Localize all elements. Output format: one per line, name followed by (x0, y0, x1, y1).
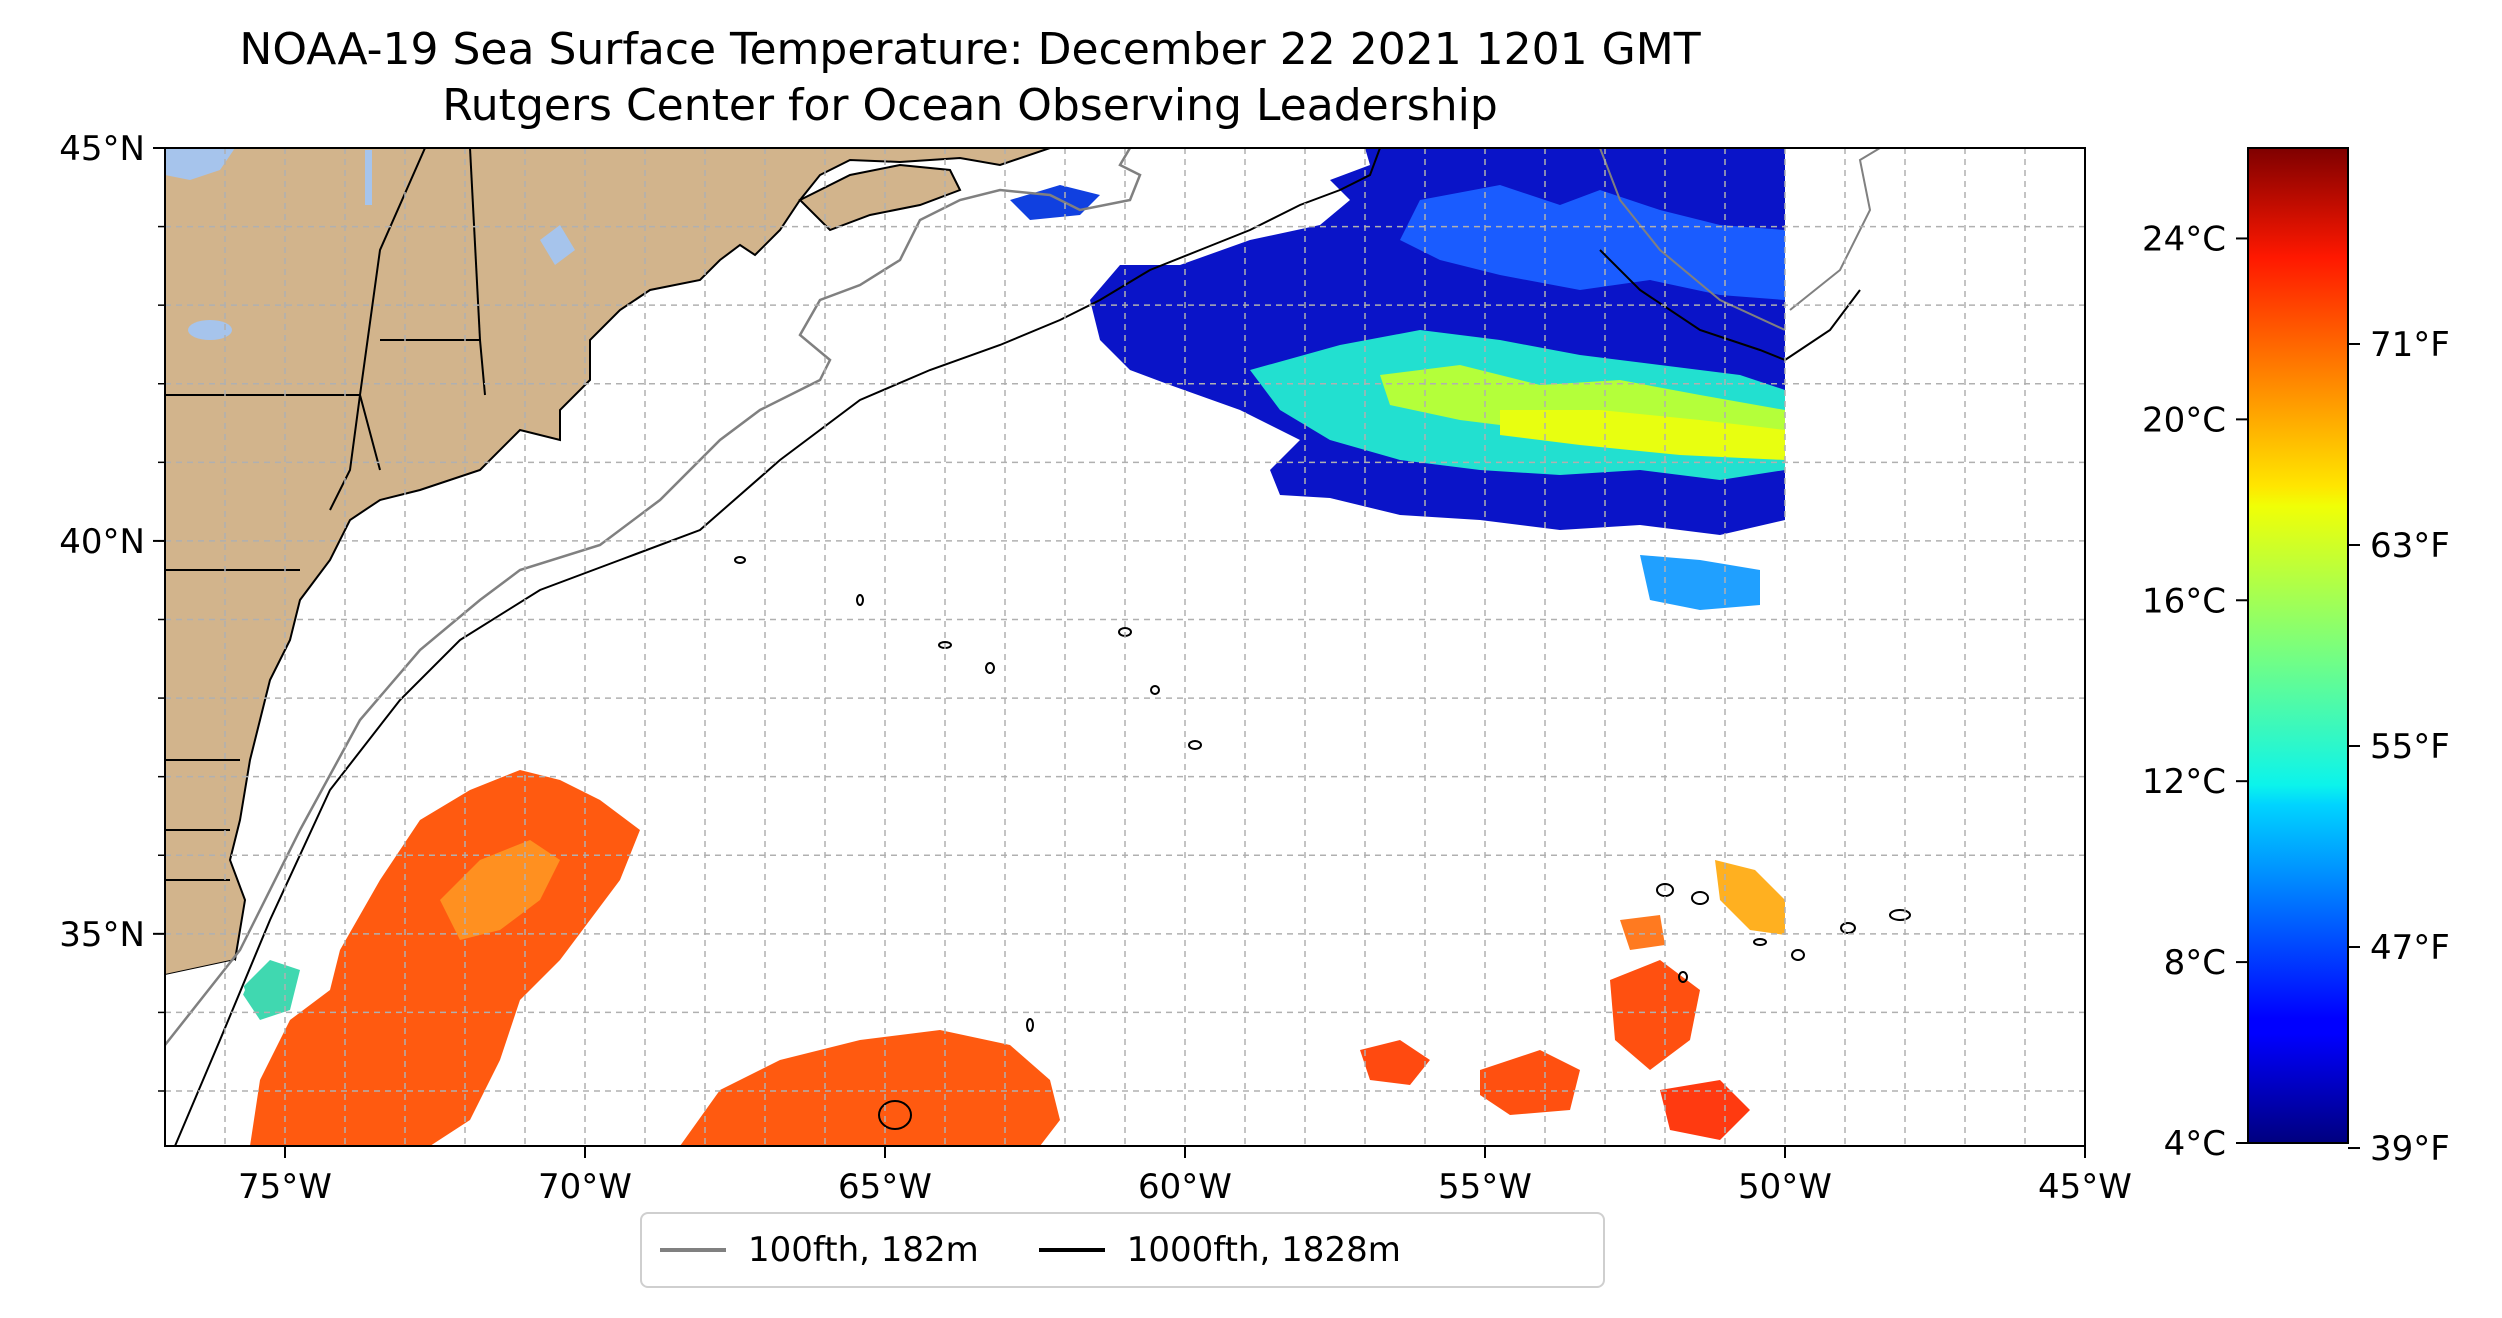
legend-label-100fth: 100fth, 182m (748, 1230, 979, 1270)
legend-swatch-gray (660, 1248, 726, 1252)
colorbar (2247, 147, 2349, 1144)
sst-patch-yellow (1500, 410, 1785, 460)
isobath-100fth-line (165, 148, 1142, 1046)
legend-item-100fth: 100fth, 182m (660, 1230, 979, 1270)
isobath-1000fth-line-3 (1784, 289, 1861, 361)
lon-tick-label: 50°W (1738, 1167, 1832, 1207)
cb-c-tick-label: 20°C (2142, 400, 2226, 440)
lakes (165, 148, 575, 340)
colorbar-fahrenheit-ticks: 71°F 63°F 55°F 47°F 39°F (2348, 325, 2450, 1169)
cb-c-tick-label: 16°C (2142, 581, 2226, 621)
cb-f-tick-label: 47°F (2370, 928, 2450, 968)
lon-tick-label: 55°W (1438, 1167, 1532, 1207)
title-line-2: Rutgers Center for Ocean Observing Leade… (442, 80, 1498, 131)
sst-patch-warm-5 (1715, 860, 1785, 935)
map-frame (164, 147, 2086, 1147)
isobath-100fth-line-3 (1789, 148, 1881, 311)
lat-tick-label: 40°N (59, 522, 145, 562)
lon-tick-label: 75°W (238, 1167, 332, 1207)
cb-f-tick-label: 39°F (2370, 1129, 2450, 1169)
sst-patch-blue (1400, 185, 1785, 300)
lat-tick-labels: 45°N 40°N 35°N (59, 129, 165, 1092)
figure-title: NOAA-19 Sea Surface Temperature: Decembe… (0, 22, 1940, 134)
lon-tick-labels: 75°W 70°W 65°W 60°W 55°W 50°W 45°W (238, 1146, 2132, 1207)
land-nova-scotia (798, 163, 962, 232)
lat-tick-label: 45°N (59, 129, 145, 169)
isobath-1000fth-line (174, 148, 1381, 1146)
isobath-1000fth-line-2 (1599, 249, 1786, 361)
sst-patch-warm-3 (1610, 960, 1700, 1070)
cb-f-tick-label: 55°F (2370, 727, 2450, 767)
lat-tick-label: 35°N (59, 915, 145, 955)
cb-c-tick-label: 12°C (2142, 762, 2226, 802)
sst-patch-blue-2 (1640, 555, 1760, 610)
cb-c-tick-label: 8°C (2164, 943, 2226, 983)
sst-patch-warm-1 (1360, 1040, 1430, 1085)
lon-tick-label: 60°W (1138, 1167, 1232, 1207)
cb-f-tick-label: 63°F (2370, 526, 2450, 566)
isobath-legend: 100fth, 182m 1000fth, 1828m (640, 1212, 1605, 1288)
sst-patch-warm-4 (1660, 1080, 1750, 1140)
legend-swatch-black (1038, 1248, 1105, 1252)
sst-patch-orange (440, 840, 560, 940)
cb-c-tick-label: 4°C (2164, 1124, 2226, 1164)
legend-label-1000fth: 1000fth, 1828m (1126, 1230, 1401, 1270)
legend-item-1000fth: 1000fth, 1828m (1038, 1230, 1401, 1270)
sst-patch-warm-south (680, 1030, 1060, 1146)
isobath-100fth-line-2 (1599, 148, 1786, 331)
colorbar-celsius-ticks: 24°C 20°C 16°C 12°C 8°C 4°C (2142, 219, 2248, 1164)
lon-tick-label: 45°W (2038, 1167, 2132, 1207)
cb-c-tick-label: 24°C (2142, 219, 2226, 259)
state-borders (165, 148, 486, 881)
title-line-1: NOAA-19 Sea Surface Temperature: Decembe… (239, 24, 1701, 75)
sst-patch-warm-6 (1620, 915, 1665, 950)
sst-cloud-free-patches (240, 148, 1785, 1146)
lon-tick-label: 70°W (538, 1167, 632, 1207)
lon-tick-label: 65°W (838, 1167, 932, 1207)
seamount-contours (734, 556, 1911, 1130)
sst-patch-warm-2 (1480, 1050, 1580, 1115)
cb-f-tick-label: 71°F (2370, 325, 2450, 365)
